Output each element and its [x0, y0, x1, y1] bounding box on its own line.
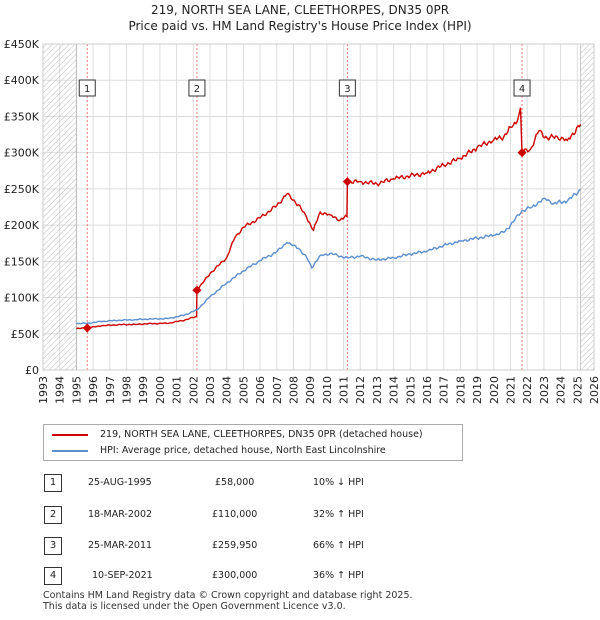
transaction-price: £58,000 [215, 477, 255, 488]
transaction-price: £110,000 [212, 509, 258, 520]
footer: Contains HM Land Registry data © Crown c… [43, 590, 583, 612]
chart-title: 219, NORTH SEA LANE, CLEETHORPES, DN35 0… [150, 3, 450, 17]
hatch-region-start [42, 43, 77, 371]
sale-marker [342, 177, 352, 187]
x-tick-label: 2010 [321, 376, 334, 404]
chart-subtitle: Price paid vs. HM Land Registry's House … [128, 19, 472, 33]
transaction-date: 10-SEP-2021 [92, 570, 153, 581]
sale-label-box [338, 79, 356, 97]
sale-label: 2 [194, 84, 200, 95]
transaction-badge: 2 [44, 506, 62, 524]
transaction-badge: 3 [44, 537, 62, 555]
x-tick-label: 2019 [471, 376, 484, 404]
transaction-hpi: 32% ↑ HPI [313, 509, 364, 520]
x-tick-label: 2022 [521, 376, 534, 404]
transaction-row: 3 25-MAR-2011 £259,950 66% ↑ HPI [0, 536, 600, 556]
x-tick-label: 2002 [187, 376, 200, 404]
x-tick-label: 2009 [304, 376, 317, 404]
x-tick-label: 1998 [120, 376, 133, 404]
x-tick-label: 1995 [70, 376, 83, 404]
x-tick-label: 2001 [171, 376, 184, 404]
plot-border [42, 43, 595, 371]
x-tick-label: 1999 [137, 376, 150, 404]
x-tick-label: 1994 [54, 376, 67, 404]
sale-marker [517, 148, 527, 158]
transaction-hpi: 10% ↓ HPI [313, 477, 364, 488]
x-tick-label: 2011 [338, 376, 351, 404]
x-tick-label: 2013 [371, 376, 384, 404]
transaction-price: £259,950 [212, 540, 258, 551]
transaction-date: 25-AUG-1995 [88, 477, 152, 488]
transaction-row: 4 10-SEP-2021 £300,000 36% ↑ HPI [0, 566, 600, 586]
x-tick-label: 2005 [237, 376, 250, 404]
x-tick-label: 2016 [421, 376, 434, 404]
x-tick-label: 2003 [204, 376, 217, 404]
legend-item-property: 219, NORTH SEA LANE, CLEETHORPES, DN35 0… [52, 427, 423, 443]
x-tick-label: 2021 [505, 376, 518, 404]
transaction-date: 18-MAR-2002 [88, 509, 153, 520]
x-tick-label: 2008 [287, 376, 300, 404]
sale-label-box [513, 79, 531, 97]
sale-marker [192, 285, 202, 295]
legend-label-property: 219, NORTH SEA LANE, CLEETHORPES, DN35 0… [100, 429, 423, 440]
x-tick-label: 1993 [37, 376, 50, 404]
x-tick-label: 2000 [154, 376, 167, 404]
transaction-price: £300,000 [212, 570, 258, 581]
transaction-date: 25-MAR-2011 [88, 540, 153, 551]
x-tick-label: 2017 [438, 376, 451, 404]
x-tick-label: 2007 [271, 376, 284, 404]
x-tick-label: 2015 [404, 376, 417, 404]
legend: 219, NORTH SEA LANE, CLEETHORPES, DN35 0… [43, 424, 463, 461]
x-tick-label: 2014 [388, 376, 401, 404]
sale-label-box [188, 79, 206, 97]
x-tick-label: 2020 [488, 376, 501, 404]
legend-swatch-blue [52, 449, 88, 452]
y-tick-label: £400K [4, 74, 40, 87]
footer-licence: This data is licensed under the Open Gov… [43, 601, 346, 612]
x-tick-label: 2004 [221, 376, 234, 404]
transaction-hpi: 66% ↑ HPI [313, 540, 364, 551]
y-tick-label: £100K [4, 292, 40, 305]
price-chart: £0 £50K £100K £150K £200K £250K £300K £350K £400… [4, 38, 600, 404]
hpi-line [76, 188, 581, 325]
x-tick-label: 2024 [555, 376, 568, 404]
legend-label-hpi: HPI: Average price, detached house, Nort… [100, 445, 386, 456]
x-tick-label: 2025 [571, 376, 584, 404]
sale-label: 1 [84, 84, 90, 95]
y-tick-label: £0 [25, 364, 39, 377]
x-tick-label: 1996 [87, 376, 100, 404]
transaction-row: 2 18-MAR-2002 £110,000 32% ↑ HPI [0, 505, 600, 525]
x-tick-label: 2023 [538, 376, 551, 404]
x-tick-label: 2026 [588, 376, 600, 404]
sale-marker [82, 323, 92, 333]
y-tick-label: £300K [4, 147, 40, 160]
sale-label: 4 [519, 84, 525, 95]
transaction-row: 1 25-AUG-1995 £58,000 10% ↓ HPI [0, 473, 600, 493]
y-tick-label: £250K [4, 183, 40, 196]
legend-swatch-red [52, 433, 88, 436]
y-tick-label: £350K [4, 110, 40, 123]
sale-label: 3 [344, 84, 350, 95]
y-tick-label: £450K [4, 38, 40, 51]
y-tick-label: £150K [4, 255, 40, 268]
y-tick-label: £200K [4, 219, 40, 232]
y-tick-label: £50K [11, 328, 40, 341]
x-tick-label: 2018 [454, 376, 467, 404]
transaction-hpi: 36% ↑ HPI [313, 570, 364, 581]
transaction-badge: 4 [44, 567, 62, 585]
x-tick-label: 2006 [254, 376, 267, 404]
transaction-badge: 1 [44, 474, 62, 492]
property-price-line [76, 107, 582, 330]
x-tick-label: 1997 [104, 376, 117, 404]
hatch-region-end [580, 43, 595, 371]
sale-label-box [78, 79, 96, 97]
x-tick-label: 2012 [354, 376, 367, 404]
legend-item-hpi: HPI: Average price, detached house, Nort… [52, 443, 386, 459]
footer-copyright: Contains HM Land Registry data © Crown c… [43, 590, 413, 601]
